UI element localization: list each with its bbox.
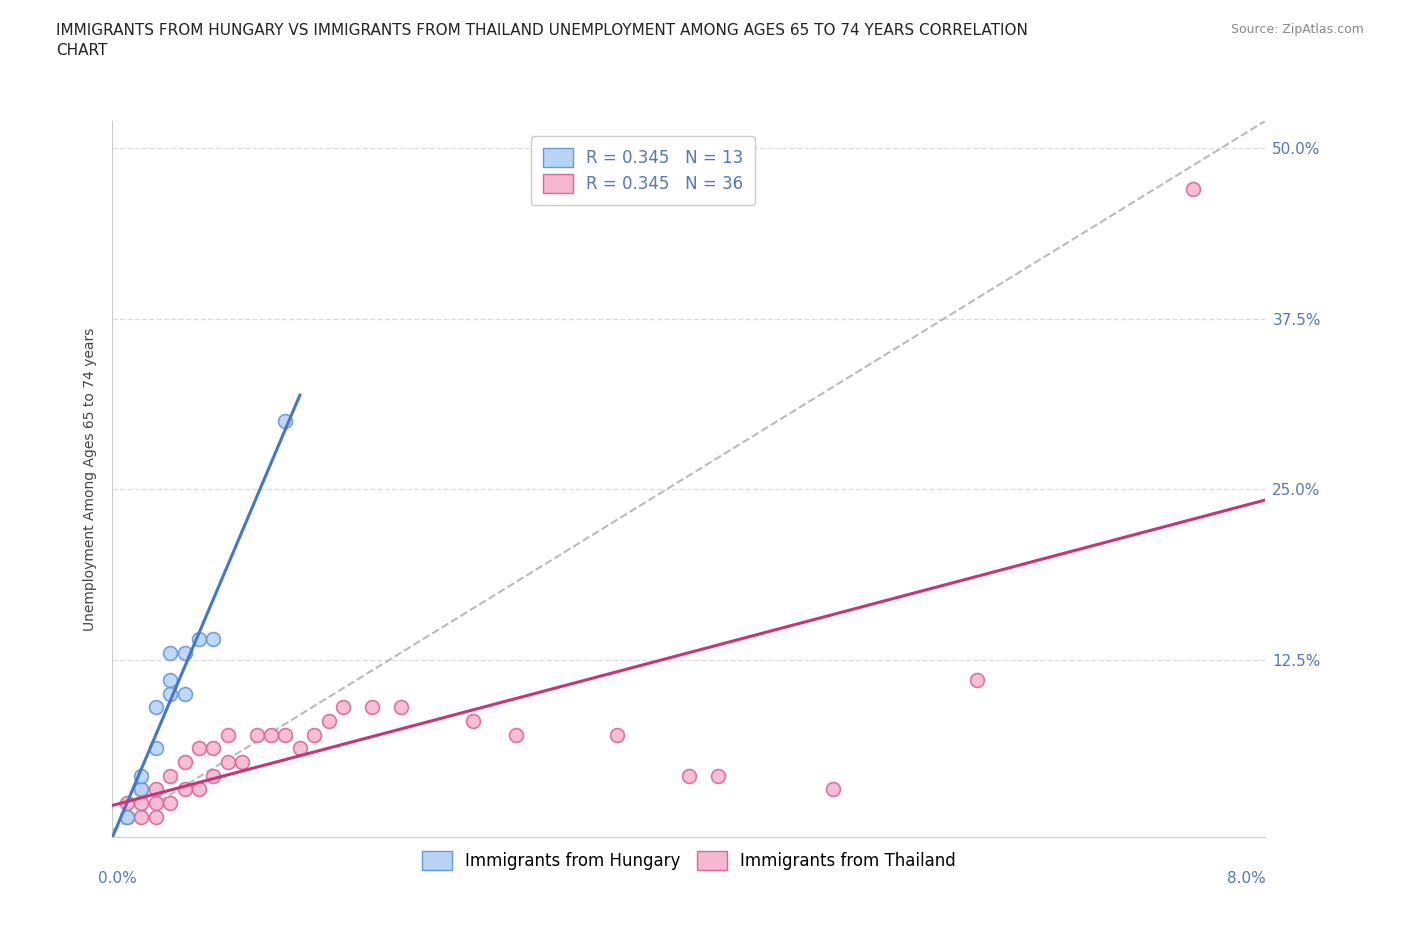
Y-axis label: Unemployment Among Ages 65 to 74 years: Unemployment Among Ages 65 to 74 years [83,327,97,631]
Point [678,768,700,783]
Text: 0.0%: 0.0% [98,871,136,886]
Point [159,795,181,810]
Point [217,754,239,769]
Point [461,713,484,728]
Point [246,727,269,742]
Point [145,700,167,715]
Point [188,782,211,797]
Point [115,809,138,824]
Text: Source: ZipAtlas.com: Source: ZipAtlas.com [1230,23,1364,36]
Point [332,700,354,715]
Legend: Immigrants from Hungary, Immigrants from Thailand: Immigrants from Hungary, Immigrants from… [413,843,965,879]
Point [173,754,195,769]
Text: IMMIGRANTS FROM HUNGARY VS IMMIGRANTS FROM THAILAND UNEMPLOYMENT AMONG AGES 65 T: IMMIGRANTS FROM HUNGARY VS IMMIGRANTS FR… [56,23,1028,58]
Point [173,782,195,797]
Point [159,768,181,783]
Point [129,768,153,783]
Point [966,672,988,687]
Point [188,741,211,756]
Text: 8.0%: 8.0% [1226,871,1265,886]
Point [260,727,283,742]
Point [389,700,412,715]
Point [318,713,340,728]
Point [304,727,326,742]
Point [115,809,138,824]
Point [173,645,195,660]
Point [145,809,167,824]
Point [129,782,153,797]
Point [159,672,181,687]
Point [129,795,153,810]
Point [129,809,153,824]
Point [159,686,181,701]
Point [129,782,153,797]
Point [145,795,167,810]
Point [606,727,628,742]
Point [217,727,239,742]
Point [707,768,730,783]
Point [145,782,167,797]
Point [1182,181,1205,196]
Point [505,727,527,742]
Point [173,686,195,701]
Point [202,631,225,646]
Point [821,782,844,797]
Point [274,414,297,429]
Point [188,631,211,646]
Point [145,741,167,756]
Point [231,754,253,769]
Point [360,700,382,715]
Point [202,768,225,783]
Point [274,727,297,742]
Point [159,645,181,660]
Point [202,741,225,756]
Point [115,795,138,810]
Point [288,741,311,756]
